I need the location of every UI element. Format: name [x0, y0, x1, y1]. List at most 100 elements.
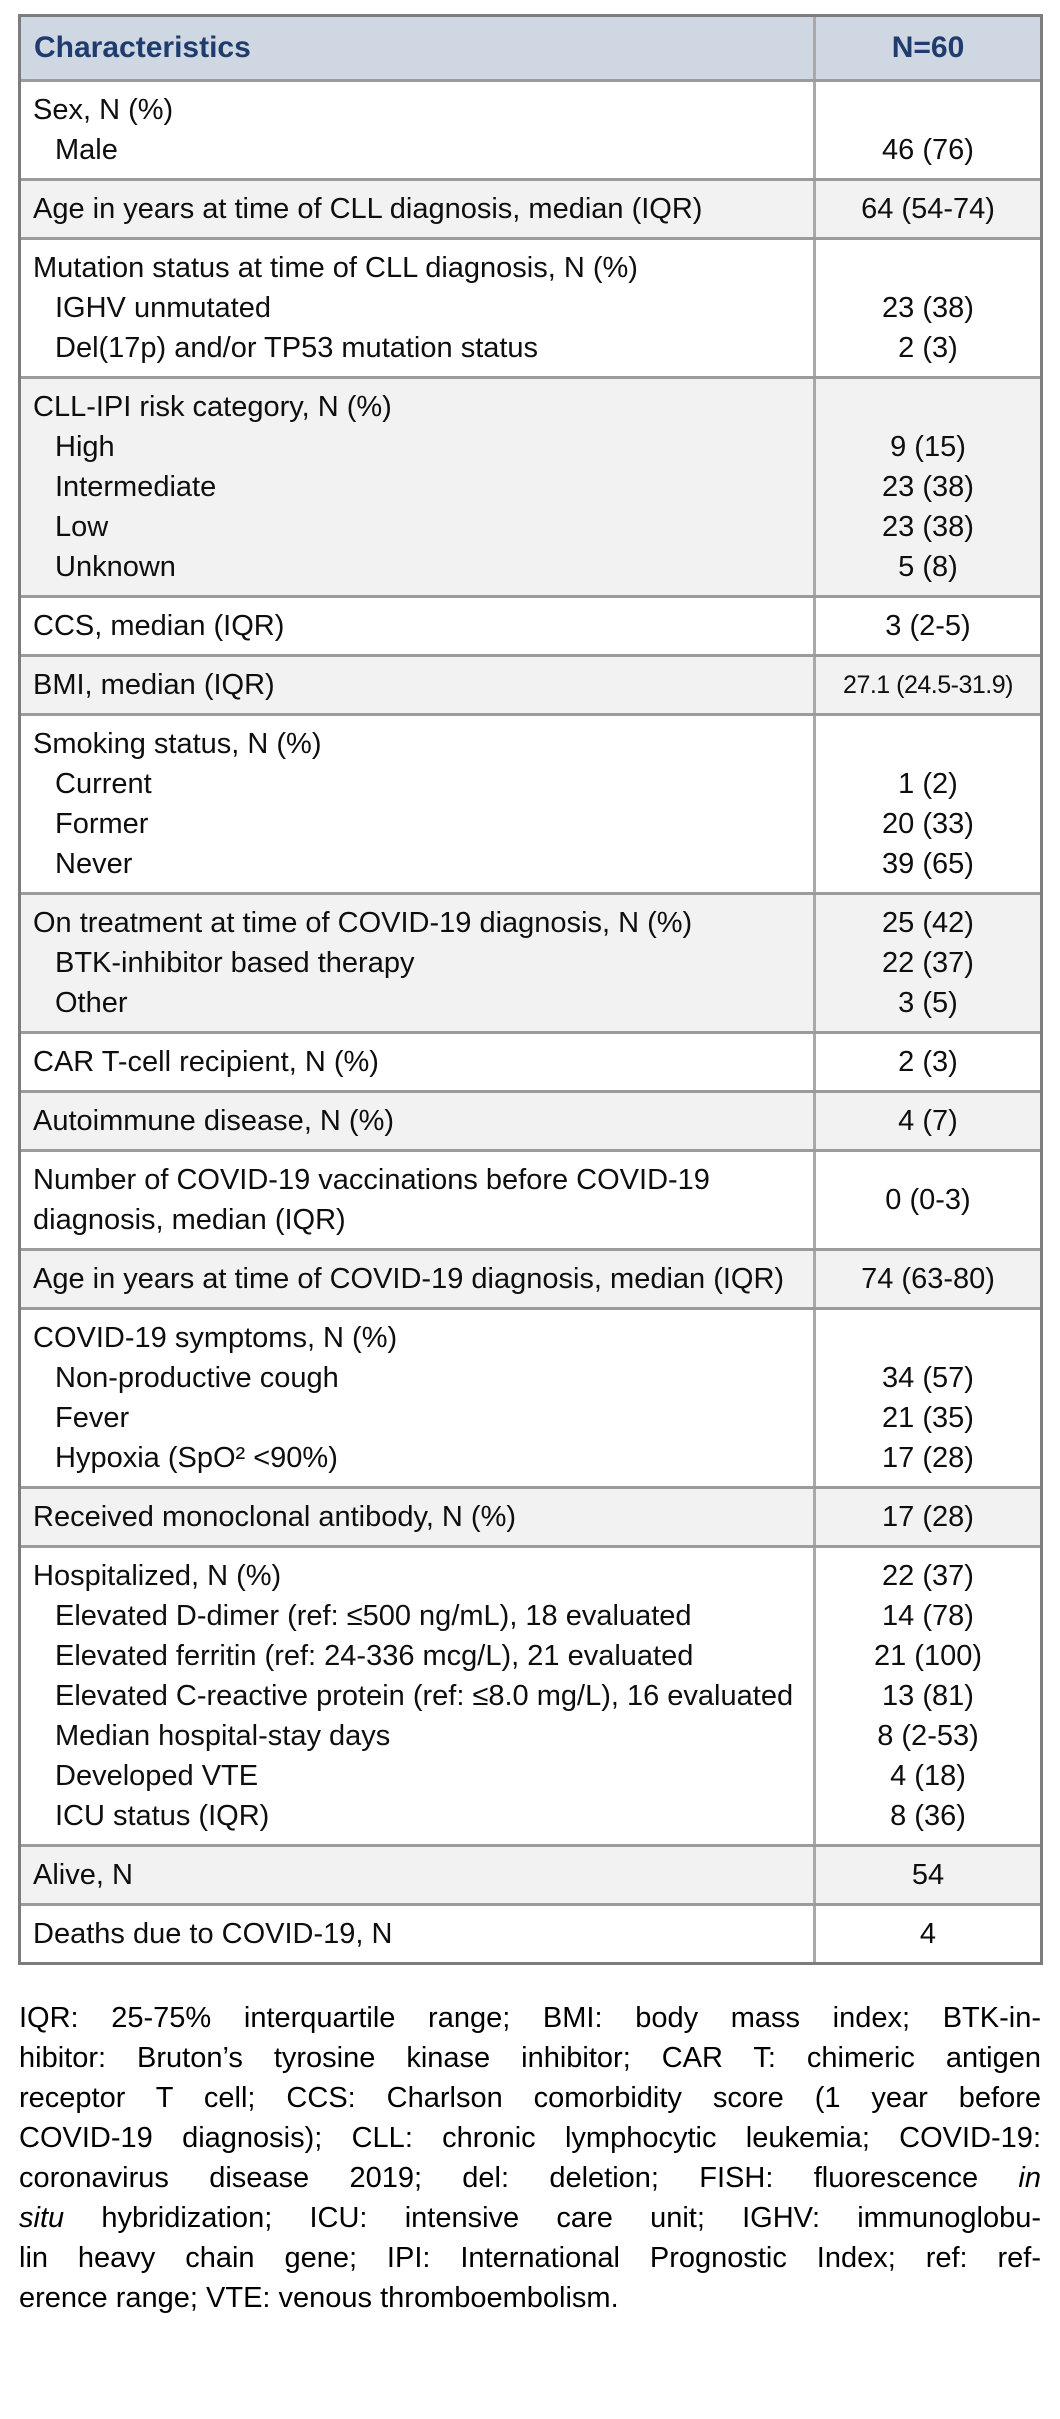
- row-value: 5 (8): [898, 551, 958, 583]
- table-row: CAR T-cell recipient, N (%) 2 (3): [21, 1042, 1040, 1082]
- row-value: 27.1 (24.5-31.9): [843, 671, 1013, 699]
- row-label: Deaths due to COVID-19, N: [33, 1918, 393, 1950]
- table-row-group: BMI, median (IQR) 27.1 (24.5-31.9): [21, 657, 1040, 716]
- row-label: BMI, median (IQR): [33, 669, 275, 701]
- table-row: CCS, median (IQR) 3 (2-5): [21, 606, 1040, 646]
- footnote-line: IQR: 25-75% interquartile range; BMI: bo…: [19, 2002, 1041, 2034]
- row-value: 13 (81): [882, 1680, 974, 1712]
- row-value: 17 (28): [882, 1442, 974, 1474]
- row-label: Mutation status at time of CLL diagnosis…: [33, 252, 638, 284]
- table-row: Autoimmune disease, N (%) 4 (7): [21, 1101, 1040, 1141]
- table-row: Fever 21 (35): [21, 1398, 1040, 1438]
- table-row: Intermediate 23 (38): [21, 467, 1040, 507]
- table-row: Alive, N 54: [21, 1855, 1040, 1895]
- table-row: Current 1 (2): [21, 764, 1040, 804]
- table-row: Median hospital-stay days 8 (2-53): [21, 1716, 1040, 1756]
- row-label: Received monoclonal antibody, N (%): [33, 1501, 517, 1533]
- table-row: Elevated C-reactive protein (ref: ≤8.0 m…: [21, 1676, 1040, 1716]
- row-value: 39 (65): [882, 848, 974, 880]
- row-value: 46 (76): [882, 134, 974, 166]
- table-row-group: Alive, N 54: [21, 1847, 1040, 1906]
- row-value: 1 (2): [898, 768, 958, 800]
- table-row-group: COVID-19 symptoms, N (%) Non-productive …: [21, 1310, 1040, 1489]
- page: { "colors": { "header_bg": "#cfd7e2", "h…: [0, 14, 1060, 2419]
- row-value: 2 (3): [898, 1046, 958, 1078]
- row-value: 23 (38): [882, 292, 974, 324]
- row-label: Number of COVID-19 vaccinations before C…: [33, 1164, 710, 1236]
- row-label: Hospitalized, N (%): [33, 1560, 282, 1592]
- table-row: IGHV unmutated 23 (38): [21, 288, 1040, 328]
- table-row-group: Age in years at time of COVID-19 diagnos…: [21, 1251, 1040, 1310]
- sub-row-label: Developed VTE: [55, 1760, 259, 1792]
- row-value: 20 (33): [882, 808, 974, 840]
- sub-row-label: Unknown: [55, 551, 176, 583]
- sub-row-label: Former: [55, 808, 149, 840]
- sub-row-label: ICU status (IQR): [55, 1800, 270, 1832]
- row-value: 22 (37): [882, 1560, 974, 1592]
- table-row: On treatment at time of COVID-19 diagnos…: [21, 903, 1040, 943]
- table-row: Mutation status at time of CLL diagnosis…: [21, 248, 1040, 288]
- table-row: Elevated ferritin (ref: 24-336 mcg/L), 2…: [21, 1636, 1040, 1676]
- sub-row-label: Del(17p) and/or TP53 mutation status: [55, 332, 539, 364]
- table-row: High 9 (15): [21, 427, 1040, 467]
- row-value: 34 (57): [882, 1362, 974, 1394]
- table-header-row: Characteristics N=60: [21, 17, 1040, 82]
- sub-row-label: Other: [55, 987, 128, 1019]
- table-row: Age in years at time of CLL diagnosis, m…: [21, 189, 1040, 229]
- sub-row-label: IGHV unmutated: [55, 292, 271, 324]
- table-row-group: Received monoclonal antibody, N (%) 17 (…: [21, 1489, 1040, 1548]
- footnote-line: erence range; VTE: venous thromboembolis…: [19, 2282, 619, 2314]
- row-label: Age in years at time of CLL diagnosis, m…: [33, 193, 703, 225]
- table-body: Sex, N (%) Male 46 (76) Age in years at …: [21, 82, 1040, 1962]
- row-value: 4: [919, 1918, 937, 1950]
- table-row: Received monoclonal antibody, N (%) 17 (…: [21, 1497, 1040, 1537]
- row-label: CCS, median (IQR): [33, 610, 285, 642]
- sub-row-label: Male: [55, 134, 118, 166]
- row-value: 4 (18): [890, 1760, 966, 1792]
- table-row: Non-productive cough 34 (57): [21, 1358, 1040, 1398]
- footnote-line: hibitor: Bruton’s tyrosine kinase inhibi…: [19, 2042, 1041, 2074]
- table-row: COVID-19 symptoms, N (%): [21, 1318, 1040, 1358]
- table-row-group: Number of COVID-19 vaccinations before C…: [21, 1152, 1040, 1251]
- row-label: Smoking status, N (%): [33, 728, 322, 760]
- table-row: BTK-inhibitor based therapy 22 (37): [21, 943, 1040, 983]
- table-row-group: Mutation status at time of CLL diagnosis…: [21, 240, 1040, 379]
- sub-row-label: BTK-inhibitor based therapy: [55, 947, 415, 979]
- row-label: Age in years at time of COVID-19 diagnos…: [33, 1263, 785, 1295]
- row-value: 14 (78): [882, 1600, 974, 1632]
- italic-text: situ: [19, 2202, 65, 2234]
- table-row-group: Hospitalized, N (%) 22 (37) Elevated D-d…: [21, 1548, 1040, 1847]
- table-row-group: Deaths due to COVID-19, N 4: [21, 1906, 1040, 1962]
- table-row-group: Autoimmune disease, N (%) 4 (7): [21, 1093, 1040, 1152]
- sub-row-label: High: [55, 431, 115, 463]
- row-label: CAR T-cell recipient, N (%): [33, 1046, 379, 1078]
- row-value: 9 (15): [890, 431, 966, 463]
- row-value: 25 (42): [882, 907, 974, 939]
- sub-row-label: Hypoxia (SpO² <90%): [55, 1442, 338, 1474]
- row-label: Sex, N (%): [33, 94, 174, 126]
- row-value: 21 (35): [882, 1402, 974, 1434]
- footnote-line: coronavirus disease 2019; del: deletion;…: [19, 2162, 1041, 2194]
- table-row: Elevated D-dimer (ref: ≤500 ng/mL), 18 e…: [21, 1596, 1040, 1636]
- row-value: 21 (100): [873, 1640, 982, 1672]
- row-value: 23 (38): [882, 471, 974, 503]
- row-value: 23 (38): [882, 511, 974, 543]
- table-row: Never 39 (65): [21, 844, 1040, 884]
- table-row: Developed VTE 4 (18): [21, 1756, 1040, 1796]
- table-row: Other 3 (5): [21, 983, 1040, 1023]
- footnote-line: situ hybridization; ICU: intensive care …: [19, 2202, 1041, 2234]
- sub-row-label: Elevated D-dimer (ref: ≤500 ng/mL), 18 e…: [55, 1600, 692, 1632]
- row-label: On treatment at time of COVID-19 diagnos…: [33, 907, 693, 939]
- row-value: 0 (0-3): [885, 1184, 971, 1216]
- footnote-line: lin heavy chain gene; IPI: International…: [19, 2242, 1041, 2274]
- table-row: Former 20 (33): [21, 804, 1040, 844]
- table-row: Deaths due to COVID-19, N 4: [21, 1914, 1040, 1954]
- characteristics-table: Characteristics N=60 Sex, N (%) Male 46 …: [18, 14, 1043, 1965]
- footnote-line: COVID-19 diagnosis); CLL: chronic lympho…: [19, 2122, 1041, 2154]
- row-value: 22 (37): [882, 947, 974, 979]
- sub-row-label: Never: [55, 848, 133, 880]
- table-row: Sex, N (%): [21, 90, 1040, 130]
- header-characteristics: Characteristics: [34, 31, 251, 64]
- table-row: Male 46 (76): [21, 130, 1040, 170]
- row-value: 64 (54-74): [861, 193, 995, 225]
